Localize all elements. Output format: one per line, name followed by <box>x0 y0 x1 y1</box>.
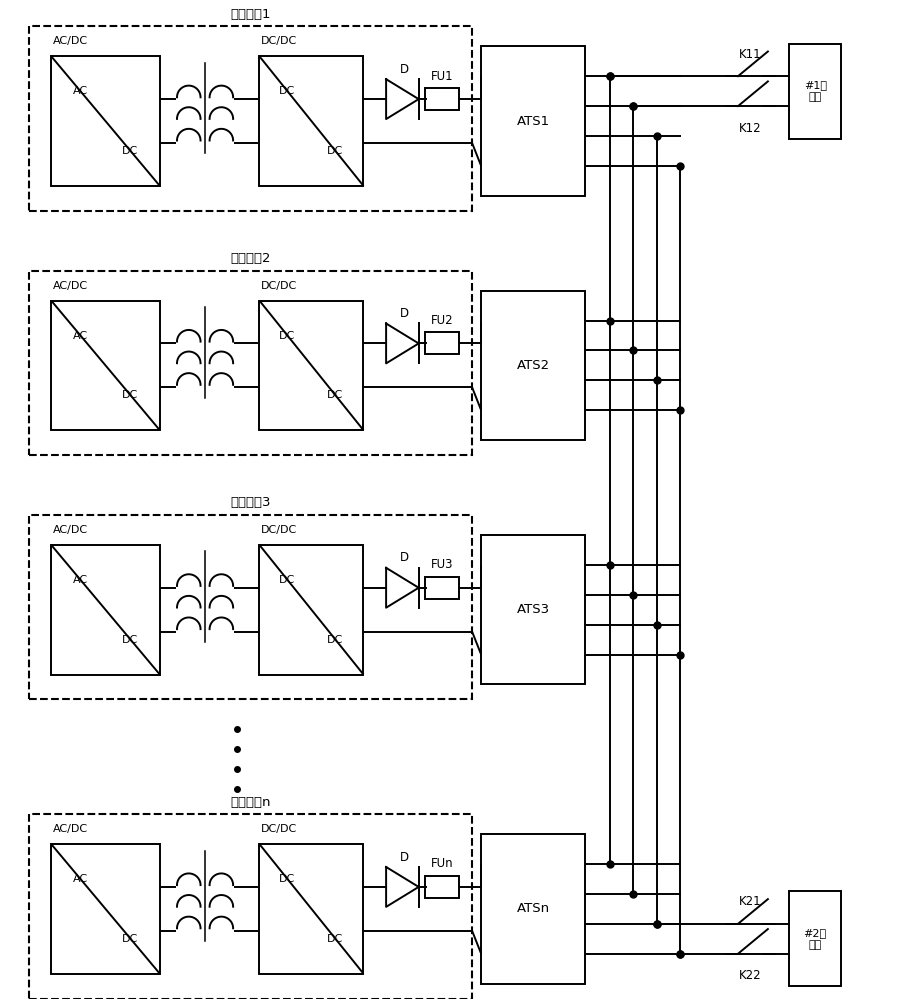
Bar <box>260 301 363 430</box>
Text: DC: DC <box>327 934 343 944</box>
Bar <box>481 535 586 684</box>
Text: D: D <box>400 551 409 564</box>
Bar <box>51 844 160 974</box>
Bar <box>260 56 363 186</box>
Text: AC: AC <box>73 86 88 96</box>
Text: AC: AC <box>73 331 88 341</box>
Bar <box>51 301 160 430</box>
Text: ATS3: ATS3 <box>517 603 549 616</box>
Text: DC: DC <box>123 635 139 645</box>
Bar <box>28 515 472 699</box>
Text: AC: AC <box>73 575 88 585</box>
Bar <box>481 291 586 440</box>
Text: ATS1: ATS1 <box>517 115 549 128</box>
Text: K11: K11 <box>739 48 762 61</box>
Bar <box>425 88 459 110</box>
Text: AC: AC <box>73 874 88 884</box>
Text: AC/DC: AC/DC <box>53 525 88 535</box>
Text: FUn: FUn <box>431 857 453 870</box>
Bar <box>28 271 472 455</box>
Bar <box>28 26 472 211</box>
Text: 充电单創2: 充电单創2 <box>230 252 271 265</box>
Bar <box>51 56 160 186</box>
Text: DC: DC <box>123 390 139 400</box>
Text: DC: DC <box>327 146 343 156</box>
Bar <box>425 332 459 354</box>
Bar <box>481 46 586 196</box>
Text: 充电单兴1: 充电单兴1 <box>230 8 271 21</box>
Text: DC/DC: DC/DC <box>262 525 298 535</box>
Bar <box>28 814 472 999</box>
Text: ATSn: ATSn <box>517 902 549 915</box>
Text: DC: DC <box>123 934 139 944</box>
Text: D: D <box>400 63 409 76</box>
Text: D: D <box>400 307 409 320</box>
Bar <box>425 876 459 898</box>
Bar <box>51 545 160 675</box>
Text: DC/DC: DC/DC <box>262 36 298 46</box>
Text: FU2: FU2 <box>431 314 453 327</box>
Text: DC: DC <box>280 86 296 96</box>
Bar <box>789 44 842 139</box>
Text: 充电单創3: 充电单創3 <box>230 496 271 509</box>
Text: DC/DC: DC/DC <box>262 824 298 834</box>
Text: K22: K22 <box>739 969 762 982</box>
Text: D: D <box>400 851 409 864</box>
Text: #2充
电口: #2充 电口 <box>804 928 827 950</box>
Text: FU3: FU3 <box>431 558 453 571</box>
Text: AC/DC: AC/DC <box>53 281 88 291</box>
Text: DC: DC <box>280 874 296 884</box>
Bar <box>425 577 459 599</box>
Text: ATS2: ATS2 <box>517 359 549 372</box>
Text: AC/DC: AC/DC <box>53 36 88 46</box>
Text: 充电单元n: 充电单元n <box>230 796 271 809</box>
Text: DC: DC <box>280 331 296 341</box>
Text: FU1: FU1 <box>431 70 453 83</box>
Text: AC/DC: AC/DC <box>53 824 88 834</box>
Bar <box>789 891 842 986</box>
Text: DC: DC <box>280 575 296 585</box>
Text: K12: K12 <box>739 122 762 135</box>
Text: DC/DC: DC/DC <box>262 281 298 291</box>
Bar <box>481 834 586 984</box>
Text: DC: DC <box>327 390 343 400</box>
Text: DC: DC <box>123 146 139 156</box>
Text: DC: DC <box>327 635 343 645</box>
Text: K21: K21 <box>739 895 762 908</box>
Bar <box>260 844 363 974</box>
Bar <box>260 545 363 675</box>
Text: #1充
电口: #1充 电口 <box>804 80 826 102</box>
